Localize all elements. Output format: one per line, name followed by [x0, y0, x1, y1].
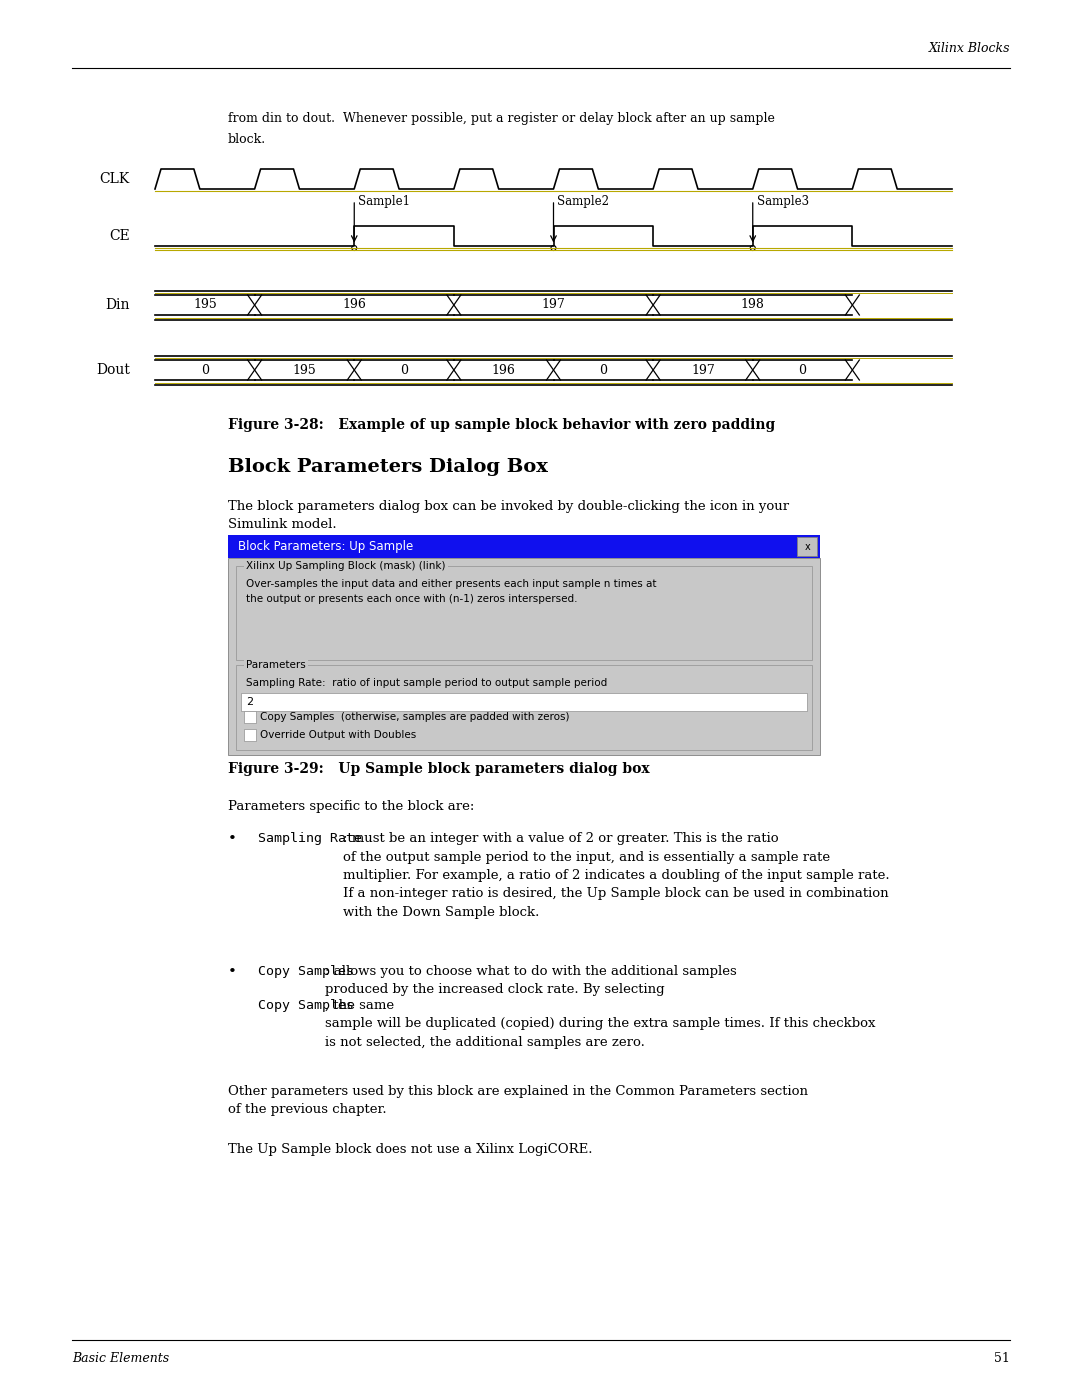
Text: 197: 197	[691, 363, 715, 377]
Text: Xilinx Up Sampling Block (mask) (link): Xilinx Up Sampling Block (mask) (link)	[246, 562, 446, 571]
Text: Sampling Rate:  ratio of input sample period to output sample period: Sampling Rate: ratio of input sample per…	[246, 678, 607, 687]
Text: Sample2: Sample2	[557, 196, 609, 208]
Bar	[244, 711, 256, 724]
Text: •: •	[228, 965, 237, 979]
Text: Dout: Dout	[96, 363, 130, 377]
Text: Simulink model.: Simulink model.	[228, 518, 337, 531]
Bar	[228, 535, 820, 557]
Text: Parameters specific to the block are:: Parameters specific to the block are:	[228, 800, 474, 813]
Text: The Up Sample block does not use a Xilinx LogiCORE.: The Up Sample block does not use a Xilin…	[228, 1143, 593, 1155]
Bar	[241, 693, 807, 711]
Text: Parameters: Parameters	[246, 659, 306, 671]
Text: from din to dout.  Whenever possible, put a register or delay block after an up : from din to dout. Whenever possible, put…	[228, 112, 774, 124]
Text: 0: 0	[798, 363, 807, 377]
Bar	[797, 536, 816, 556]
Text: x: x	[805, 542, 810, 552]
Text: Override Output with Doubles: Override Output with Doubles	[260, 731, 416, 740]
Bar	[228, 557, 820, 754]
Text: •: •	[228, 833, 237, 847]
Text: 196: 196	[491, 363, 515, 377]
Bar	[244, 729, 256, 740]
Text: Copy Samples  (otherwise, samples are padded with zeros): Copy Samples (otherwise, samples are pad…	[260, 712, 569, 722]
Text: 51: 51	[994, 1352, 1010, 1365]
Text: Basic Elements: Basic Elements	[72, 1352, 170, 1365]
Text: Copy Samples: Copy Samples	[258, 965, 354, 978]
Text: Block Parameters Dialog Box: Block Parameters Dialog Box	[228, 458, 548, 476]
Text: , the same
sample will be duplicated (copied) during the extra sample times. If : , the same sample will be duplicated (co…	[325, 999, 876, 1049]
Text: Over-samples the input data and either presents each input sample n times at: Over-samples the input data and either p…	[246, 578, 657, 590]
Bar	[237, 566, 812, 659]
Text: The block parameters dialog box can be invoked by double-clicking the icon in yo: The block parameters dialog box can be i…	[228, 500, 789, 513]
Text: 195: 195	[193, 299, 217, 312]
Text: 0: 0	[400, 363, 408, 377]
Text: 0: 0	[201, 363, 208, 377]
Text: Sample3: Sample3	[757, 196, 809, 208]
Text: Xilinx Blocks: Xilinx Blocks	[929, 42, 1010, 54]
Text: : must be an integer with a value of 2 or greater. This is the ratio
of the outp: : must be an integer with a value of 2 o…	[343, 833, 890, 919]
Text: 195: 195	[293, 363, 316, 377]
Text: Other parameters used by this block are explained in the Common Parameters secti: Other parameters used by this block are …	[228, 1085, 808, 1116]
Text: 198: 198	[741, 299, 765, 312]
Text: CE: CE	[109, 229, 130, 243]
Text: block.: block.	[228, 133, 266, 147]
Text: : allows you to choose what to do with the additional samples
produced by the in: : allows you to choose what to do with t…	[325, 965, 737, 996]
Text: Copy Samples: Copy Samples	[258, 999, 354, 1011]
Text: 0: 0	[599, 363, 607, 377]
Text: the output or presents each once with (n-1) zeros interspersed.: the output or presents each once with (n…	[246, 594, 578, 604]
Text: CLK: CLK	[99, 172, 130, 186]
Text: Sample1: Sample1	[359, 196, 410, 208]
Bar	[237, 665, 812, 750]
Text: Din: Din	[106, 298, 130, 312]
Text: Figure 3-29:   Up Sample block parameters dialog box: Figure 3-29: Up Sample block parameters …	[228, 761, 650, 775]
Text: 2: 2	[246, 697, 253, 707]
Text: 196: 196	[342, 299, 366, 312]
Text: 197: 197	[542, 299, 565, 312]
Text: Sampling Rate: Sampling Rate	[258, 833, 362, 845]
Text: Figure 3-28:   Example of up sample block behavior with zero padding: Figure 3-28: Example of up sample block …	[228, 418, 775, 432]
Text: Block Parameters: Up Sample: Block Parameters: Up Sample	[238, 541, 414, 553]
